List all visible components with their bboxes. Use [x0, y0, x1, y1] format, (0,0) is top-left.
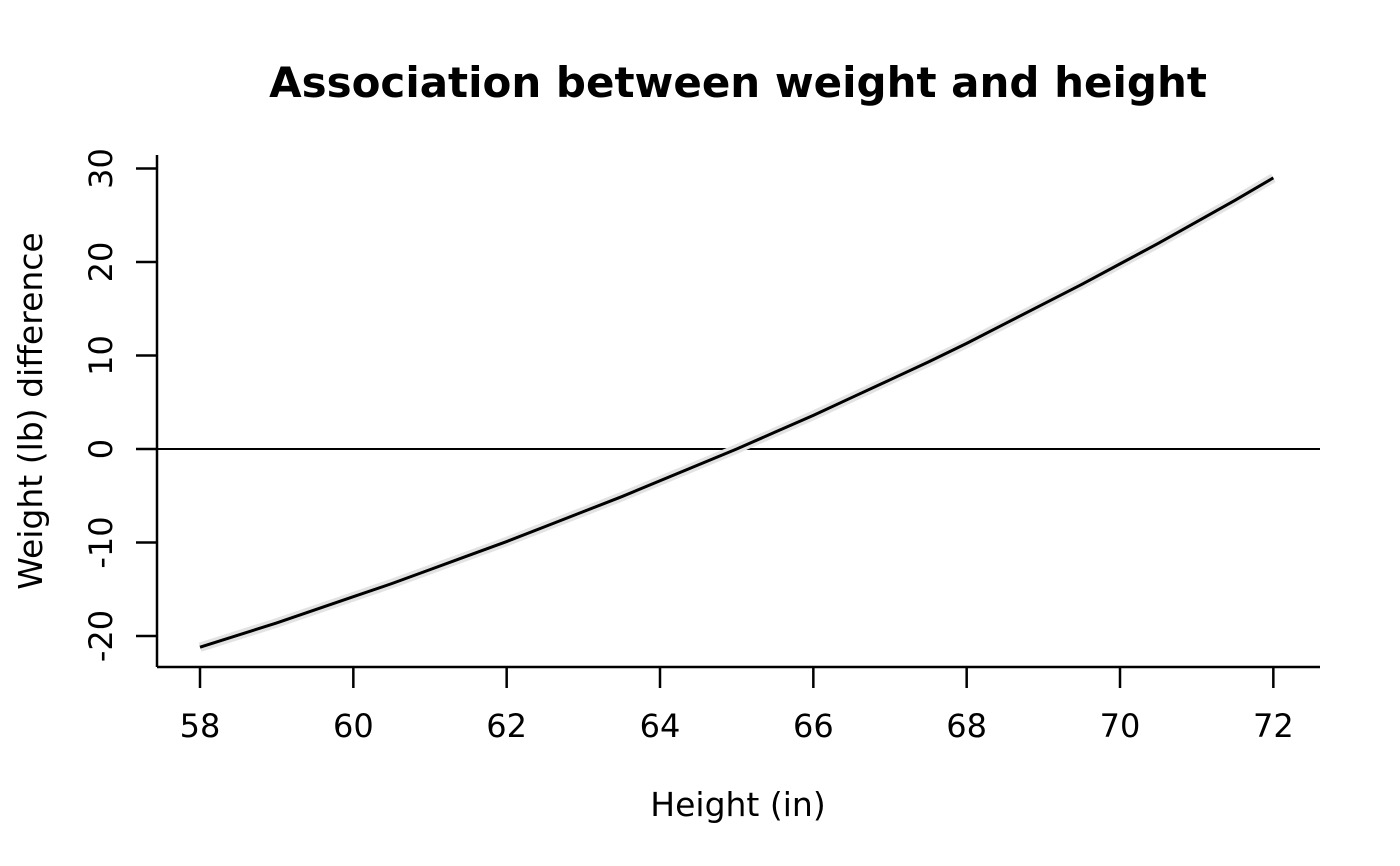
x-tick-label: 66 [793, 707, 834, 745]
y-tick-label: -20 [82, 610, 120, 662]
y-tick-label: -10 [82, 516, 120, 568]
x-tick-label: 64 [640, 707, 681, 745]
x-tick-label: 58 [180, 707, 221, 745]
y-tick-label: 20 [82, 242, 120, 283]
x-tick-label: 62 [486, 707, 527, 745]
fit-curve-line [199, 176, 1275, 649]
y-tick-label: 30 [82, 148, 120, 189]
confidence-band [198, 173, 1276, 652]
y-tick-label: 0 [82, 439, 120, 459]
x-axis-label: Height (in) [650, 785, 825, 824]
y-tick-label: 10 [82, 335, 120, 376]
x-tick-label: 68 [946, 707, 987, 745]
x-tick-label: 70 [1100, 707, 1141, 745]
chart-title: Association between weight and height [269, 58, 1207, 107]
x-tick-label: 72 [1253, 707, 1294, 745]
x-tick-label: 60 [333, 707, 374, 745]
plot-area: 58 60 62 64 66 68 70 72 -20 -10 0 10 20 30 [82, 148, 1320, 745]
y-axis-label: Weight (lb) difference [11, 232, 50, 589]
